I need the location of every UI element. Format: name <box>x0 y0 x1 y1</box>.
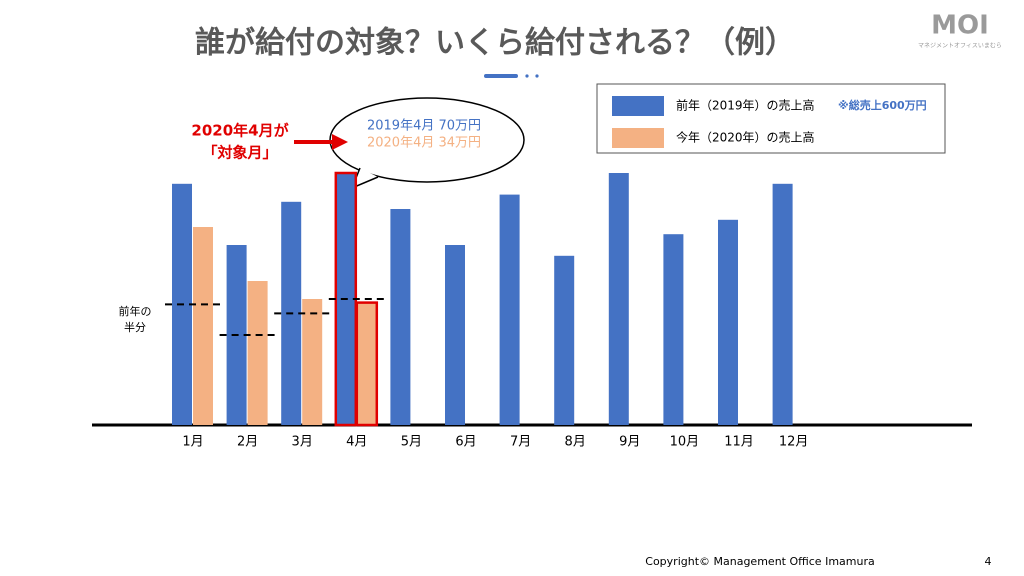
bar <box>390 209 411 425</box>
bar <box>302 299 323 425</box>
page-number: 4 <box>985 555 992 568</box>
logo-name: マネジメントオフィスいまむら <box>918 43 1002 50</box>
title-accent <box>525 74 529 78</box>
x-tick-label: 12月 <box>779 435 809 450</box>
target-label: 2020年4月が <box>191 122 289 140</box>
arrow-head <box>332 134 348 150</box>
x-tick-label: 3月 <box>292 435 313 450</box>
x-tick-label: 11月 <box>724 435 754 450</box>
x-tick-label: 8月 <box>565 435 586 450</box>
x-tick-label: 4月 <box>346 435 367 450</box>
half-line-label: 半分 <box>124 320 146 334</box>
x-tick-label: 9月 <box>619 435 640 450</box>
legend-swatch <box>612 96 664 116</box>
callout-text: 2020年4月 34万円 <box>367 136 481 151</box>
bar <box>193 227 213 425</box>
bar <box>445 245 465 425</box>
bar <box>247 281 268 425</box>
legend-note: ※総売上600万円 <box>838 98 927 112</box>
target-label: 「対象月」 <box>202 144 277 162</box>
x-tick-label: 7月 <box>510 435 531 450</box>
bar <box>499 194 520 425</box>
title-accent <box>484 74 518 78</box>
x-tick-label: 5月 <box>401 435 422 450</box>
slide-title: 誰が給付の対象？いくら給付される？（例） <box>195 26 795 61</box>
logo-mark: MOI <box>931 11 989 41</box>
bar <box>663 234 684 425</box>
legend-label: 前年（2019年）の売上高 <box>676 98 815 113</box>
title-accent <box>535 74 539 78</box>
x-tick-label: 1月 <box>182 435 203 450</box>
bar <box>355 301 379 427</box>
bar <box>772 183 793 425</box>
x-tick-label: 10月 <box>670 435 700 450</box>
legend-swatch <box>612 128 664 148</box>
half-line-label: 前年の <box>119 304 152 318</box>
bar <box>718 219 738 425</box>
x-tick-label: 2月 <box>237 435 258 450</box>
legend-label: 今年（2020年）の売上高 <box>676 130 815 145</box>
bar <box>608 173 629 425</box>
x-tick-label: 6月 <box>455 435 476 450</box>
bar <box>554 255 575 425</box>
copyright: Copyright© Management Office Imamura <box>645 555 874 568</box>
callout-text: 2019年4月 70万円 <box>367 119 481 134</box>
